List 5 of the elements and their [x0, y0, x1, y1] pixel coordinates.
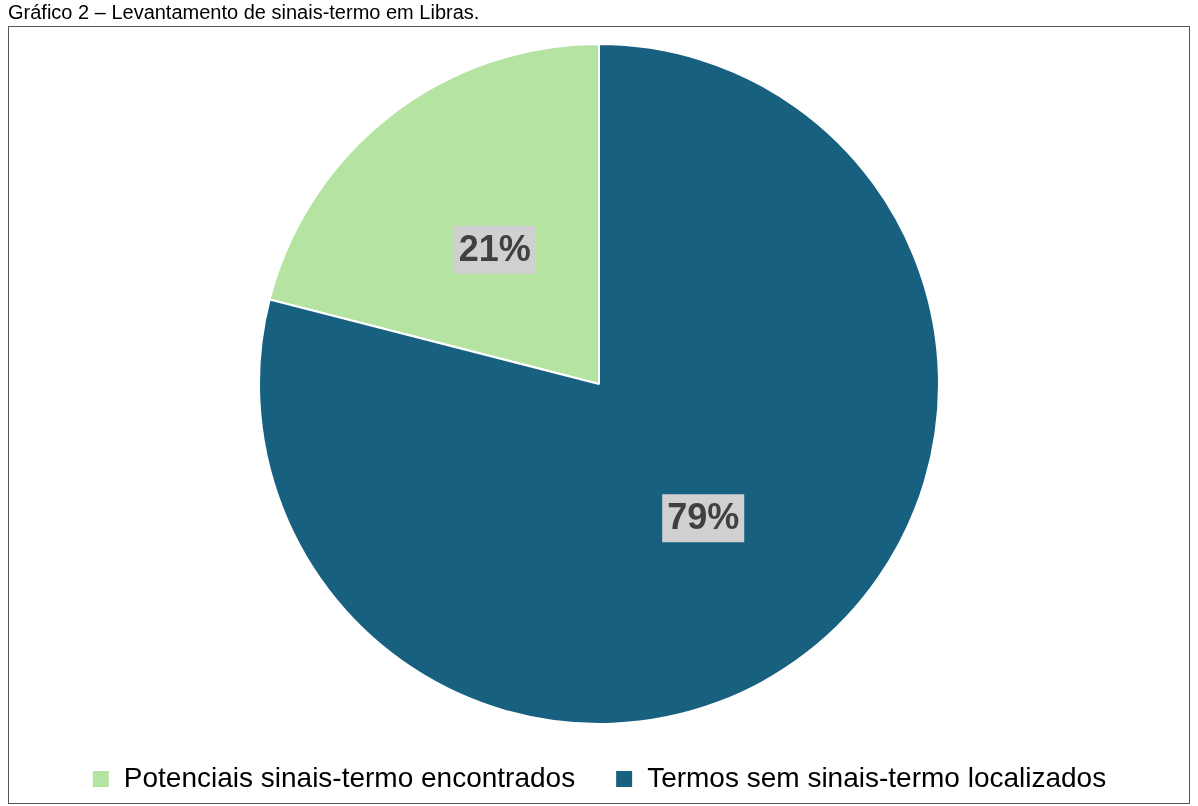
legend-label: Termos sem sinais-termo localizados — [647, 761, 1107, 793]
data-label: 21% — [458, 227, 531, 269]
legend-label: Potenciais sinais-termo encontrados — [123, 761, 576, 793]
chart-title: Gráfico 2 – Levantamento de sinais-termo em Libras. — [8, 0, 480, 24]
data-label: 79% — [667, 496, 740, 538]
